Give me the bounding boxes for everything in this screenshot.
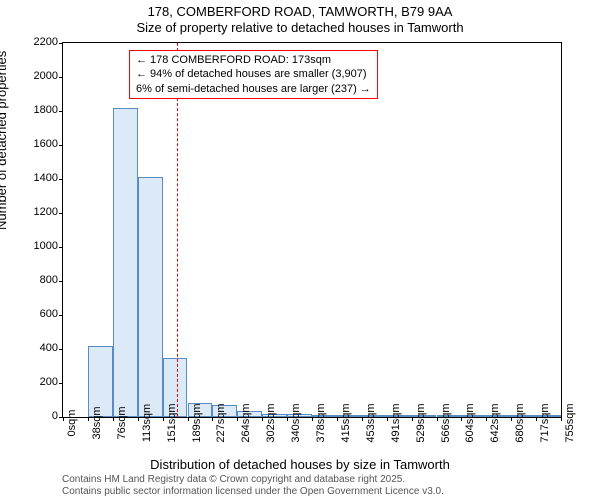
annotation-line-1: ← 178 COMBERFORD ROAD: 173sqm [136, 53, 371, 67]
y-tick-mark [59, 383, 63, 384]
x-tick-label: 0sqm [66, 410, 78, 437]
y-tick-mark [59, 111, 63, 112]
y-tick-mark [59, 315, 63, 316]
x-tick-label: 604sqm [464, 403, 476, 442]
x-tick-mark [486, 417, 487, 421]
x-tick-label: 302sqm [265, 403, 277, 442]
y-tick-label: 0 [8, 410, 58, 422]
x-tick-label: 151sqm [166, 403, 178, 442]
x-tick-mark [237, 417, 238, 421]
y-tick-mark [59, 247, 63, 248]
y-tick-label: 1000 [8, 240, 58, 252]
x-tick-mark [212, 417, 213, 421]
x-tick-mark [511, 417, 512, 421]
x-tick-label: 453sqm [365, 403, 377, 442]
x-tick-label: 76sqm [116, 406, 128, 439]
chart-container: 178, COMBERFORD ROAD, TAMWORTH, B79 9AA … [0, 0, 600, 500]
y-tick-mark [59, 145, 63, 146]
x-tick-mark [461, 417, 462, 421]
y-tick-label: 600 [8, 308, 58, 320]
x-axis-label: Distribution of detached houses by size … [0, 457, 600, 472]
y-tick-mark [59, 179, 63, 180]
x-tick-mark [163, 417, 164, 421]
x-tick-mark [188, 417, 189, 421]
y-tick-mark [59, 281, 63, 282]
x-tick-label: 189sqm [191, 403, 203, 442]
x-tick-label: 529sqm [415, 403, 427, 442]
y-tick-mark [59, 213, 63, 214]
x-tick-mark [536, 417, 537, 421]
marker-line [177, 43, 178, 417]
x-tick-label: 113sqm [141, 404, 153, 442]
x-tick-label: 415sqm [340, 403, 352, 442]
x-tick-mark [287, 417, 288, 421]
y-tick-mark [59, 77, 63, 78]
x-tick-mark [63, 417, 64, 421]
x-tick-label: 680sqm [514, 403, 526, 442]
y-tick-label: 1600 [8, 138, 58, 150]
plot-area: ← 178 COMBERFORD ROAD: 173sqm ← 94% of d… [62, 42, 562, 418]
x-tick-mark [88, 417, 89, 421]
x-tick-label: 38sqm [91, 406, 103, 439]
y-tick-mark [59, 43, 63, 44]
annotation-line-2: ← 94% of detached houses are smaller (3,… [136, 67, 371, 81]
x-tick-label: 717sqm [539, 403, 551, 442]
x-tick-mark [262, 417, 263, 421]
y-tick-label: 1400 [8, 172, 58, 184]
x-tick-label: 340sqm [290, 403, 302, 442]
x-tick-label: 755sqm [564, 403, 576, 442]
y-tick-label: 400 [8, 342, 58, 354]
x-tick-mark [387, 417, 388, 421]
x-tick-mark [337, 417, 338, 421]
x-tick-mark [437, 417, 438, 421]
y-tick-label: 1200 [8, 206, 58, 218]
y-tick-label: 800 [8, 274, 58, 286]
y-tick-label: 2000 [8, 70, 58, 82]
annotation-line-3: 6% of semi-detached houses are larger (2… [136, 82, 371, 96]
x-tick-mark [362, 417, 363, 421]
x-tick-mark [113, 417, 114, 421]
chart-title-sub: Size of property relative to detached ho… [0, 20, 600, 35]
x-tick-mark [561, 417, 562, 421]
footer-line-2: Contains public sector information licen… [62, 486, 444, 498]
histogram-bar [113, 108, 138, 417]
annotation-box: ← 178 COMBERFORD ROAD: 173sqm ← 94% of d… [129, 50, 378, 99]
y-tick-label: 200 [8, 376, 58, 388]
y-tick-label: 2200 [8, 36, 58, 48]
x-tick-mark [412, 417, 413, 421]
x-tick-mark [312, 417, 313, 421]
y-tick-label: 1800 [8, 104, 58, 116]
x-tick-label: 642sqm [489, 403, 501, 442]
histogram-bar [138, 177, 163, 417]
x-tick-label: 378sqm [315, 403, 327, 442]
footer-attribution: Contains HM Land Registry data © Crown c… [62, 474, 444, 497]
x-tick-label: 566sqm [440, 403, 452, 442]
x-tick-mark [138, 417, 139, 421]
x-tick-label: 264sqm [240, 403, 252, 442]
chart-title-main: 178, COMBERFORD ROAD, TAMWORTH, B79 9AA [0, 4, 600, 19]
y-tick-mark [59, 349, 63, 350]
x-tick-label: 491sqm [390, 403, 402, 442]
x-tick-label: 227sqm [215, 403, 227, 442]
footer-line-1: Contains HM Land Registry data © Crown c… [62, 474, 444, 486]
